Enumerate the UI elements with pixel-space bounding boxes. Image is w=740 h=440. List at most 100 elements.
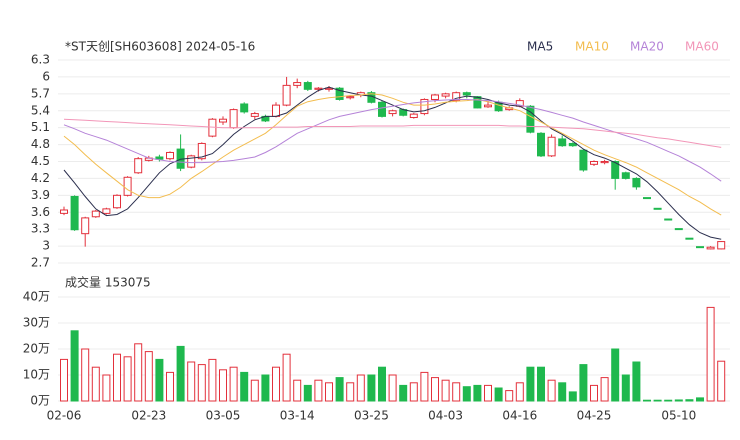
volume-bar bbox=[261, 374, 270, 402]
volume-bar bbox=[494, 387, 503, 402]
volume-bar bbox=[91, 366, 100, 402]
candle-body bbox=[706, 246, 715, 250]
candle-body bbox=[91, 210, 100, 218]
volume-bar bbox=[250, 379, 259, 402]
volume-tick-label: 40万 bbox=[23, 290, 50, 304]
candle-body bbox=[113, 194, 121, 209]
legend-label: MA20 bbox=[630, 40, 664, 54]
volume-bar bbox=[717, 360, 726, 402]
x-tick-label: 02-23 bbox=[131, 409, 166, 423]
volume-bar bbox=[229, 366, 238, 402]
x-tick-label: 04-03 bbox=[428, 409, 463, 423]
candle-body bbox=[643, 197, 651, 200]
volume-bar bbox=[166, 371, 174, 402]
volume-bar bbox=[282, 353, 291, 402]
volume-bar bbox=[696, 397, 704, 402]
candle-body bbox=[632, 177, 641, 188]
volume-bar bbox=[526, 366, 535, 402]
volume-bar bbox=[685, 399, 694, 402]
candle-body bbox=[431, 94, 439, 100]
x-tick-label: 04-16 bbox=[502, 409, 537, 423]
candle-body bbox=[272, 104, 280, 117]
candle-body bbox=[600, 161, 609, 164]
volume-bar bbox=[452, 382, 461, 402]
volume-label: 成交量 153075 bbox=[65, 275, 151, 290]
volume-bar bbox=[356, 374, 365, 402]
candle-body bbox=[325, 87, 333, 90]
candle-body bbox=[102, 208, 111, 214]
candle-body bbox=[558, 138, 567, 147]
candle-body bbox=[293, 82, 302, 86]
volume-bar bbox=[579, 364, 588, 402]
y-tick-label: 3.6 bbox=[31, 205, 50, 219]
volume-bar bbox=[314, 379, 323, 402]
candle-body bbox=[250, 113, 259, 117]
candle-body bbox=[611, 161, 620, 179]
y-tick-label: 2.7 bbox=[31, 256, 50, 270]
candle-body bbox=[409, 113, 418, 119]
candle-body bbox=[420, 98, 429, 115]
volume-bar bbox=[590, 384, 598, 402]
volume-bar bbox=[197, 364, 206, 402]
y-tick-label: 5.1 bbox=[31, 120, 50, 134]
volume-bar bbox=[113, 353, 121, 402]
volume-bar bbox=[70, 330, 79, 402]
x-tick-label: 04-25 bbox=[577, 409, 612, 423]
candle-body bbox=[484, 104, 492, 108]
volume-bar bbox=[462, 386, 471, 402]
legend-label: MA10 bbox=[575, 40, 609, 54]
volume-bar bbox=[367, 374, 376, 402]
candle-body bbox=[653, 207, 662, 210]
candle-body bbox=[81, 217, 90, 235]
candle-body bbox=[452, 92, 461, 102]
y-tick-label: 5.7 bbox=[31, 86, 50, 100]
volume-bar bbox=[144, 351, 153, 402]
candle-body bbox=[674, 228, 683, 231]
candle-body bbox=[303, 82, 312, 90]
volume-bar bbox=[611, 348, 620, 402]
volume-bar bbox=[134, 343, 143, 402]
volume-bar bbox=[547, 379, 556, 402]
candle-body bbox=[547, 136, 556, 157]
candle-body bbox=[568, 142, 577, 147]
candle-body bbox=[579, 149, 588, 171]
x-tick-label: 05-10 bbox=[661, 409, 696, 423]
volume-bar bbox=[537, 366, 545, 402]
candle-body bbox=[314, 87, 323, 90]
x-tick-label: 03-25 bbox=[354, 409, 389, 423]
ma-line bbox=[63, 118, 722, 148]
volume-bar bbox=[81, 348, 90, 402]
ma-line bbox=[63, 99, 722, 182]
candle-body bbox=[664, 218, 673, 221]
legend-label: MA5 bbox=[527, 40, 553, 54]
candle-body bbox=[717, 241, 726, 250]
volume-bar bbox=[325, 382, 333, 402]
candle-body bbox=[197, 142, 206, 160]
volume-bar bbox=[473, 384, 482, 402]
volume-bar bbox=[558, 382, 567, 402]
volume-bar bbox=[303, 384, 312, 402]
volume-bar bbox=[505, 390, 514, 402]
y-tick-label: 4.8 bbox=[31, 137, 50, 151]
volume-bar bbox=[219, 369, 227, 402]
volume-tick-label: 0万 bbox=[30, 394, 50, 408]
volume-bar bbox=[568, 391, 577, 402]
volume-bar bbox=[335, 377, 344, 402]
candle-body bbox=[462, 92, 471, 96]
volume-bar bbox=[388, 374, 397, 402]
y-tick-label: 5.4 bbox=[31, 103, 50, 117]
volume-bar bbox=[176, 345, 185, 402]
ma-line bbox=[63, 93, 722, 216]
volume-bar bbox=[293, 379, 302, 402]
candle-body bbox=[166, 151, 174, 160]
volume-bar bbox=[399, 384, 408, 402]
candle-body bbox=[229, 109, 238, 129]
volume-bar bbox=[653, 399, 662, 402]
volume-bar bbox=[441, 379, 450, 402]
x-tick-label: 03-05 bbox=[206, 409, 241, 423]
legend-label: MA60 bbox=[685, 40, 719, 54]
y-tick-label: 6.3 bbox=[31, 53, 50, 67]
volume-bar bbox=[632, 361, 641, 402]
candle-body bbox=[335, 87, 344, 100]
